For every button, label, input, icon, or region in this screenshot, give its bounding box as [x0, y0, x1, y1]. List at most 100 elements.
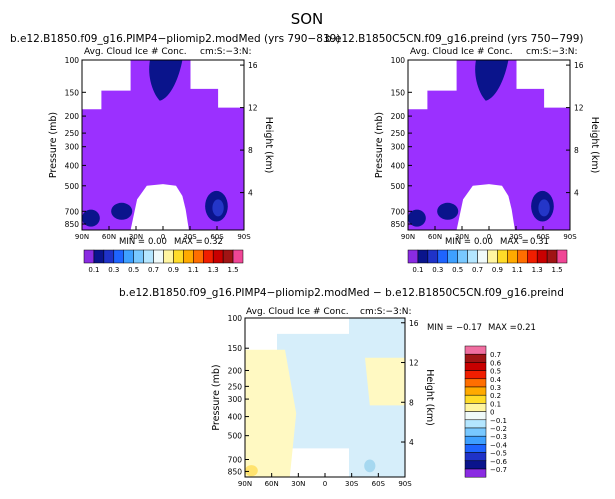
- p1-colorbar-box: [153, 249, 164, 264]
- p1-nh-max-1: [82, 209, 100, 227]
- panel-1-max-label: MAX =: [174, 237, 203, 247]
- p2-ytick-label: 250: [391, 129, 406, 138]
- panel-3-colorbar-label: 0.2: [490, 392, 501, 400]
- p2-xtick-label: 30S: [509, 233, 523, 241]
- p1-xtick-label: 90N: [75, 233, 89, 241]
- panel-3-colorbar-label: 0.6: [490, 359, 502, 367]
- panel-3-colorbar-box: [464, 435, 487, 445]
- panel-3-min-label: MIN =: [427, 323, 453, 333]
- p3-ytick-right-label: 16: [409, 319, 419, 328]
- p2-colorbar-box: [527, 249, 538, 264]
- p2-colorbar-box: [546, 249, 558, 264]
- p2-ytick-right-label: 16: [574, 61, 584, 70]
- p3-xtick-label: 30S: [345, 480, 359, 488]
- panel-3: b.e12.B1850.f09_g16.PIMP4−pliomip2.modMe…: [119, 287, 564, 488]
- p2-xtick-label: 30N: [455, 233, 469, 241]
- p1-colorbar-box: [232, 249, 244, 264]
- p2-sh-core: [538, 199, 550, 217]
- p1-colorbar-label: 0.9: [168, 266, 179, 274]
- panel-3-contour-plot: [245, 318, 405, 477]
- p2-ytick-label: 300: [391, 143, 406, 152]
- p3-ytick-label: 150: [228, 344, 243, 353]
- panel-3-axes: 90N 60N 30N 0 30S 60S 90S 100 150 200 250 300 400 500…: [211, 314, 435, 488]
- p1-sh-core: [212, 199, 224, 217]
- p2-colorbar-box: [417, 249, 429, 264]
- p2-colorbar-box: [556, 249, 568, 264]
- panel-3-colorbar-label: −0.6: [490, 458, 508, 466]
- panel-3-colorbar-label: −0.7: [490, 466, 507, 474]
- p1-colorbar-box: [143, 249, 154, 264]
- p1-colorbar-box: [83, 249, 95, 264]
- panel-3-colorbar-box: [464, 444, 487, 453]
- p2-colorbar-box: [487, 249, 498, 264]
- panel-3-header: b.e12.B1850.f09_g16.PIMP4−pliomip2.modMe…: [119, 287, 564, 299]
- p2-colorbar-box: [477, 249, 488, 264]
- p1-xtick-label: 30N: [129, 233, 143, 241]
- p2-ytick-right-label: 4: [574, 189, 579, 198]
- p2-ytick-right-label: 12: [574, 104, 584, 113]
- p2-colorbar-box: [536, 249, 548, 264]
- panel-3-max-label: MAX =: [488, 323, 517, 333]
- p2-xtick-label: 90S: [563, 233, 577, 241]
- p1-xtick-label: 60S: [210, 233, 224, 241]
- p1-ytick-label: 400: [65, 161, 80, 170]
- p2-colorbar-box: [467, 249, 478, 264]
- p1-xtick-label: 60N: [102, 233, 116, 241]
- p1-colorbar-label: 0.5: [128, 266, 139, 274]
- p1-mask-surface: [130, 184, 189, 230]
- p2-colorbar-label: 1.5: [551, 266, 562, 274]
- p1-upper-max: [149, 60, 183, 101]
- p3-mask-surface: [309, 454, 345, 477]
- panel-3-colorbar: 0.70.60.50.40.30.20.10−0.1−0.2−0.3−0.4−0…: [464, 345, 508, 478]
- panel-1-subtitle: Avg. Cloud Ice # Conc.: [84, 47, 187, 57]
- p3-ytick-right-label: 12: [409, 359, 419, 368]
- p3-ytick-label: 250: [228, 382, 243, 391]
- p1-xtick-label: 30S: [183, 233, 197, 241]
- p1-ytick-label: 100: [65, 56, 80, 65]
- p1-ytick-label: 500: [65, 182, 80, 191]
- panel-3-colorbar-box: [464, 460, 487, 470]
- p2-ytick-label: 150: [391, 88, 406, 97]
- p1-colorbar-box: [173, 249, 184, 264]
- p3-pos-sh: [365, 357, 405, 406]
- p3-pos-max: [245, 465, 258, 477]
- panel-2-contour-plot: [408, 60, 570, 230]
- panel-2: b.e12.B1850C5CN.f09_g16.preind (yrs 750−…: [325, 33, 600, 274]
- p2-colorbar-box: [497, 249, 508, 264]
- p3-ytick-label: 100: [228, 314, 243, 323]
- panel-3-colorbar-box: [464, 378, 487, 388]
- panel-1-axes: 90N 60N 30N 0 30S 60S 90S 100 150 200 250 300 400 500…: [48, 56, 274, 241]
- panel-3-colorbar-label: −0.5: [490, 450, 507, 458]
- p2-mask-sh: [516, 60, 570, 108]
- panel-3-min-value: −0.17: [456, 323, 482, 333]
- panel-3-max-value: 0.21: [517, 323, 536, 333]
- panel-3-colorbar-label: 0: [490, 409, 494, 417]
- p1-colorbar-label: 0.7: [148, 266, 159, 274]
- panel-3-colorbar-box: [464, 386, 487, 396]
- panel-2-min-value: 0.00: [474, 237, 493, 247]
- p3-ytick-label: 200: [228, 366, 243, 375]
- panel-2-units: cm:S:−3:N:: [526, 47, 578, 57]
- p2-colorbar-box: [437, 249, 448, 264]
- panel-1-contour-plot: [82, 60, 244, 230]
- p1-ytick-label: 850: [65, 220, 80, 229]
- p2-colorbar-label: 0.5: [452, 266, 463, 274]
- panel-2-header: b.e12.B1850C5CN.f09_g16.preind (yrs 750−…: [325, 33, 584, 45]
- panel-3-colorbar-label: 0.5: [490, 368, 501, 376]
- p1-colorbar-box: [203, 249, 214, 264]
- p1-colorbar-box: [193, 249, 204, 264]
- panel-3-colorbar-label: −0.2: [490, 425, 507, 433]
- p3-pos-nh: [245, 349, 297, 477]
- p3-ytick-label: 400: [228, 413, 243, 422]
- p1-ytick-right-label: 8: [248, 146, 253, 155]
- p1-colorbar-label: 1.1: [188, 266, 199, 274]
- p1-colorbar-box: [212, 249, 224, 264]
- p1-colorbar-box: [113, 249, 124, 264]
- p3-ylabel-right: Height (km): [424, 369, 435, 426]
- p2-upper-max: [475, 60, 509, 101]
- p2-colorbar-label: 1.3: [532, 266, 543, 274]
- p2-colorbar-label: 0.9: [492, 266, 503, 274]
- p2-mask-surface: [456, 184, 515, 230]
- panel-2-subtitle: Avg. Cloud Ice # Conc.: [410, 47, 513, 57]
